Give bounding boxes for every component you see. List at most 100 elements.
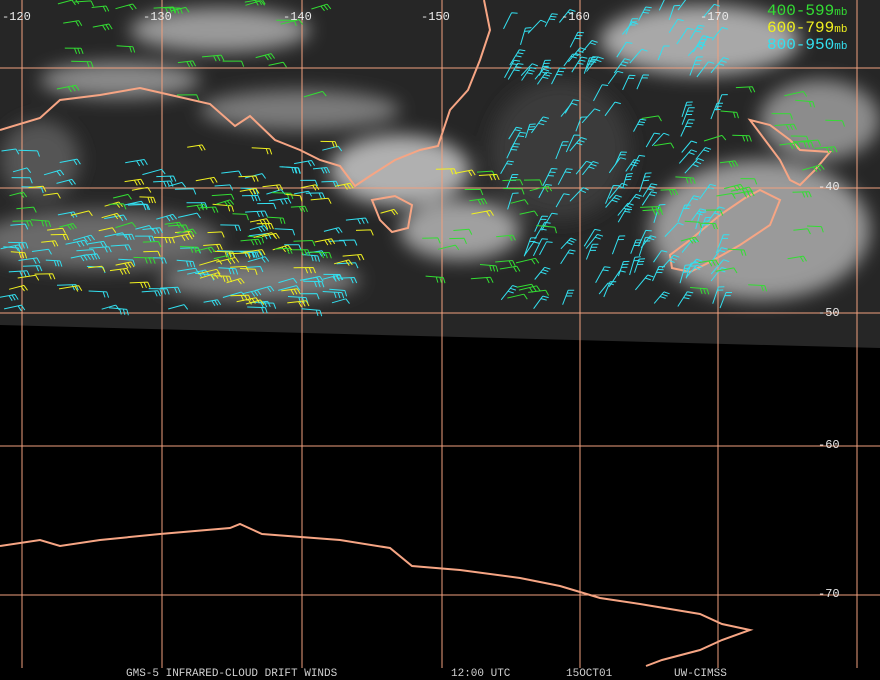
wind-barb [715,234,730,254]
wind-barb [712,286,725,304]
wind-barb [125,159,148,167]
wind-barb [568,47,586,63]
wind-barb [156,213,177,222]
wind-barb [502,179,524,186]
coastlines [0,0,833,667]
wind-barb [698,259,720,267]
wind-barb [581,40,598,53]
wind-barb [221,170,243,177]
wind-barb [499,265,521,273]
wind-barb [268,61,287,68]
wind-barb [240,251,264,258]
wind-barb [162,7,183,14]
wind-barb [160,286,181,294]
legend-unit: mb [834,24,847,36]
wind-barb [622,74,636,91]
wind-barb [275,247,293,255]
wind-barb [605,185,620,204]
wind-barb [278,285,301,291]
wind-barb [214,184,234,191]
wind-barb [685,262,698,279]
wind-barb [639,172,652,193]
wind-barb [322,145,343,152]
wind-barb [690,287,710,295]
wind-barb [213,255,232,261]
wind-barb [774,123,797,131]
wind-barb [101,212,122,220]
wind-barb [10,251,28,259]
wind-barb [240,238,262,246]
wind-barb [698,216,712,236]
wind-barb [305,192,326,199]
wind-barb [177,267,200,274]
wind-barb [700,36,713,51]
wind-barb [41,240,59,247]
wind-barb [76,249,97,256]
wind-barb [300,179,318,187]
wind-barb [658,0,665,11]
wind-barb [710,102,723,120]
legend-range: 800-950 [767,36,834,54]
wind-barb [168,224,189,231]
wind-barb [575,116,588,132]
wind-barb [645,132,661,148]
wind-barb [703,134,727,142]
wind-barb [583,228,601,247]
wind-barb [10,223,29,230]
wind-barb [700,222,718,230]
wind-barb [585,243,599,260]
footer-time: 12:00 UTC [451,668,511,680]
wind-barb [652,266,666,282]
wind-barb [603,281,617,298]
wind-barb [142,168,166,176]
wind-barb [87,240,108,248]
wind-barb [131,186,152,193]
wind-barb [88,290,110,298]
wind-barbs [0,0,845,317]
wind-barb [771,113,793,120]
wind-barb [245,0,265,6]
wind-barb [71,60,94,68]
wind-barb [8,284,28,292]
wind-barb [677,291,694,307]
wind-barb [311,3,332,12]
wind-barb [177,212,201,219]
wind-barb [425,275,446,284]
wind-barb [220,224,242,232]
wind-barb [309,251,332,259]
wind-barb [684,220,702,229]
wind-barb [247,306,268,314]
wind-barb [563,53,579,67]
wind-barb [528,289,550,296]
wind-barb [534,266,551,280]
wind-barb [310,197,332,204]
wind-barb [557,168,573,185]
wind-barb [272,244,293,253]
wind-barb [633,118,647,132]
wind-barb [323,273,343,281]
wind-barb [560,249,576,265]
wind-barb [31,248,52,255]
legend: 400-599mb 600-799mb 800-950mb [767,2,847,54]
wind-barb [9,191,28,198]
wind-barb [135,225,154,231]
wind-barb [177,60,197,68]
wind-barb [539,241,553,256]
wind-barb [336,277,358,284]
wind-barb [241,194,261,202]
wind-barb [696,61,715,78]
wind-barb [238,175,259,182]
wind-barb [519,210,539,217]
wind-barb [195,246,216,254]
wind-barb [640,206,663,213]
wind-barb [617,202,634,216]
wind-barb [793,228,811,235]
wind-barb [243,249,266,256]
wind-barb [677,204,691,222]
wind-barb [469,198,488,206]
wind-barb [571,56,588,73]
wind-barb [560,237,577,250]
wind-barb [187,144,206,151]
wind-barb [598,282,614,295]
wind-barb [629,48,648,64]
